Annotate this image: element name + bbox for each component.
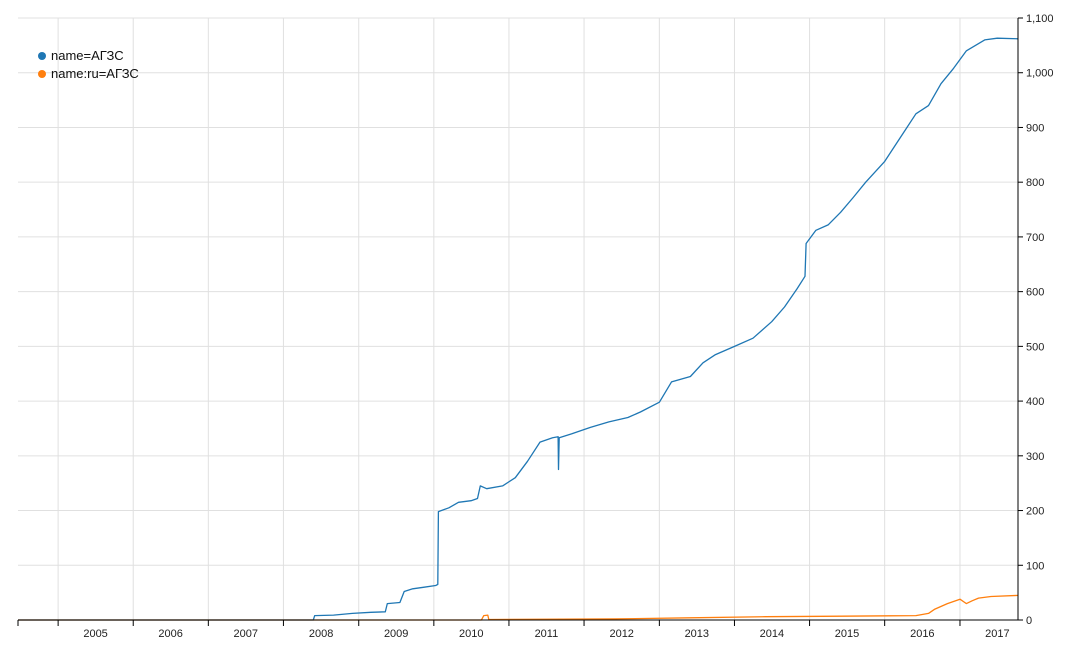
y-tick-label: 700 <box>1026 232 1044 244</box>
legend-label-series-1: name=АГЗС <box>51 48 124 63</box>
y-tick-label: 1,000 <box>1026 68 1054 80</box>
x-tick-label: 2014 <box>760 628 784 640</box>
legend-label-series-2: name:ru=АГЗС <box>51 66 139 81</box>
x-tick-label: 2011 <box>535 628 559 640</box>
series-line-2 <box>18 594 1019 621</box>
legend-item-series-2[interactable]: name:ru=АГЗС <box>38 66 139 81</box>
x-tick-label: 2007 <box>234 628 258 640</box>
x-tick-label: 2016 <box>910 628 934 640</box>
x-tick-label: 2017 <box>985 628 1009 640</box>
x-tick-label: 2013 <box>685 628 709 640</box>
tick-labels: 0 100 200 300 400 500 600 700 800 900 1,000 1,100 20… <box>17 13 1054 640</box>
y-tick-label: 0 <box>1026 615 1032 627</box>
y-tick-label: 900 <box>1026 122 1044 134</box>
legend-marker-series-2 <box>38 70 46 78</box>
legend-marker-series-1 <box>38 52 46 60</box>
y-tick-label: 400 <box>1026 396 1044 408</box>
axes <box>18 18 1019 621</box>
legend[interactable]: name=АГЗС name:ru=АГЗС <box>38 48 139 81</box>
y-tick-label: 300 <box>1026 451 1044 463</box>
y-tick-label: 1,100 <box>1026 13 1054 25</box>
x-tick-label: 2005 <box>83 628 107 640</box>
x-tick-label: 2008 <box>309 628 333 640</box>
x-tick-label: 2010 <box>459 628 483 640</box>
y-tick-label: 500 <box>1026 341 1044 353</box>
y-tick-label: 800 <box>1026 177 1044 189</box>
series-lines <box>18 37 1019 621</box>
grid <box>18 17 1018 620</box>
x-tick-label: 2012 <box>609 628 633 640</box>
x-tick-label: 2015 <box>835 628 859 640</box>
series-line-1 <box>18 37 1019 621</box>
y-tick-label: 600 <box>1026 287 1044 299</box>
x-tick-label: 2006 <box>158 628 182 640</box>
y-tick-label: 100 <box>1026 560 1044 572</box>
y-tick-label: 200 <box>1026 506 1044 518</box>
x-tick-label: 2009 <box>384 628 408 640</box>
legend-item-series-1[interactable]: name=АГЗС <box>38 48 124 63</box>
